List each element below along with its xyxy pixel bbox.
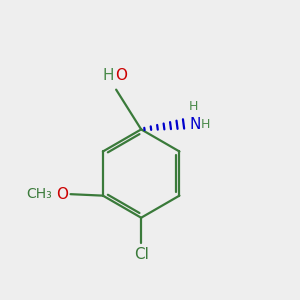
Text: O: O bbox=[56, 187, 68, 202]
Text: Cl: Cl bbox=[134, 247, 148, 262]
Text: O: O bbox=[116, 68, 128, 83]
Text: H: H bbox=[189, 100, 199, 113]
Text: CH₃: CH₃ bbox=[26, 187, 52, 201]
Text: H: H bbox=[200, 118, 210, 131]
Text: N: N bbox=[189, 118, 200, 133]
Text: H: H bbox=[102, 68, 114, 83]
